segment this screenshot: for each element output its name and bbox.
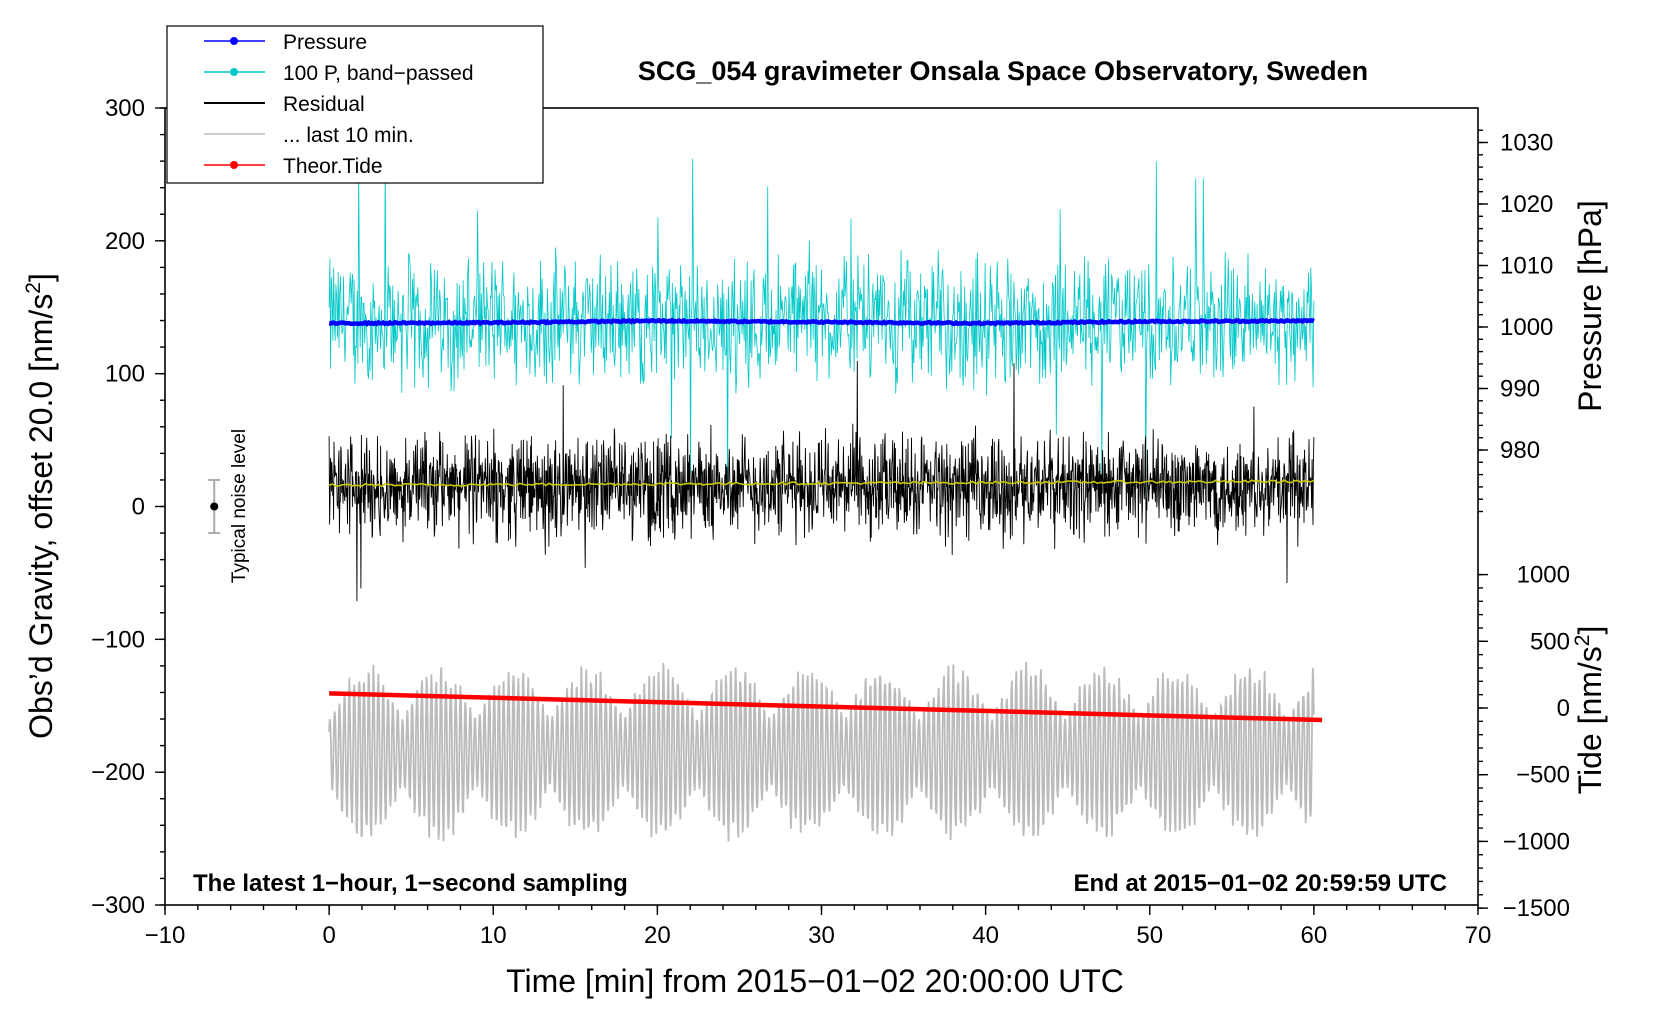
x-axis-ticks: −10 0 10 20 30 40 50 60 70	[145, 905, 1492, 949]
x-tick-label: 0	[322, 922, 335, 949]
x-tick-label: 70	[1465, 922, 1492, 949]
legend-entry: Pressure	[204, 31, 367, 54]
left-tick-label: −200	[91, 759, 145, 786]
sampling-annotation: The latest 1−hour, 1−second sampling	[193, 870, 628, 897]
left-tick-label: 0	[132, 494, 145, 521]
tide-axis-ticks: 1000 500 0 −500 −1000 −1500	[1478, 562, 1570, 922]
pressure-axis-ticks: 1030 1020 1010 1000 990 980	[1478, 129, 1553, 513]
x-tick-label: 60	[1301, 922, 1328, 949]
x-tick-label: 10	[480, 922, 507, 949]
legend-swatch-marker	[230, 37, 238, 45]
pressure-tick-label: 1010	[1500, 253, 1553, 280]
legend-entry: 100 P, band−passed	[204, 62, 474, 85]
tide-tick-label: −500	[1516, 762, 1570, 789]
left-axis-label: Obs’d Gravity, offset 20.0 [nm/s2]	[22, 273, 59, 739]
x-tick-label: 30	[808, 922, 835, 949]
end-time-annotation: End at 2015−01−02 20:59:59 UTC	[1073, 870, 1447, 897]
left-axis-ticks: 300 200 100 0 −100 −200 −300	[91, 95, 165, 919]
pressure-tick-label: 1030	[1500, 130, 1553, 157]
noise-level-indicator: Typical noise level	[208, 429, 250, 583]
legend-swatch-marker	[230, 161, 238, 169]
tide-tick-label: 1000	[1517, 562, 1570, 589]
chart-title: SCG_054 gravimeter Onsala Space Observat…	[638, 56, 1368, 86]
legend-label: Pressure	[283, 31, 367, 54]
tide-axis-label: Tide [nm/s2]	[1571, 626, 1608, 795]
x-axis-label: Time [min] from 2015−01−02 20:00:00 UTC	[506, 963, 1124, 999]
left-tick-label: 200	[105, 228, 145, 255]
x-tick-label: −10	[145, 922, 186, 949]
tide-tick-label: 500	[1530, 628, 1570, 655]
pressure-axis-label: Pressure [hPa]	[1572, 200, 1608, 412]
x-tick-label: 40	[972, 922, 999, 949]
x-tick-label: 50	[1136, 922, 1163, 949]
series-last-10-min	[328, 661, 1315, 842]
series-residual	[328, 360, 1315, 602]
x-tick-label: 20	[644, 922, 671, 949]
legend: Pressure 100 P, band−passed Residual ... la…	[166, 25, 544, 184]
legend-swatch-marker	[230, 68, 238, 76]
pressure-tick-label: 1020	[1500, 191, 1553, 218]
legend-entry: ... last 10 min.	[204, 124, 414, 147]
series-residual-smoothed	[328, 479, 1315, 488]
left-tick-label: −100	[91, 626, 145, 653]
tide-tick-label: −1500	[1503, 895, 1570, 922]
series-bandpassed-pressure	[328, 148, 1315, 502]
pressure-tick-label: 990	[1500, 376, 1540, 403]
legend-entry: Theor.Tide	[204, 155, 383, 178]
tide-tick-label: −1000	[1503, 828, 1570, 855]
series-layer	[328, 148, 1323, 842]
left-tick-label: −300	[91, 892, 145, 919]
tide-tick-label: 0	[1557, 695, 1570, 722]
legend-label: ... last 10 min.	[283, 124, 414, 147]
series-theoretical-tide	[329, 691, 1323, 723]
series-pressure	[328, 317, 1315, 327]
legend-label: Theor.Tide	[283, 155, 383, 178]
pressure-tick-label: 1000	[1500, 314, 1553, 341]
pressure-tick-label: 980	[1500, 437, 1540, 464]
left-tick-label: 100	[105, 361, 145, 388]
left-tick-label: 300	[105, 95, 145, 122]
legend-label: Residual	[283, 93, 365, 116]
legend-label: 100 P, band−passed	[283, 62, 474, 85]
noise-level-label: Typical noise level	[229, 429, 250, 583]
legend-entry: Residual	[204, 93, 365, 116]
